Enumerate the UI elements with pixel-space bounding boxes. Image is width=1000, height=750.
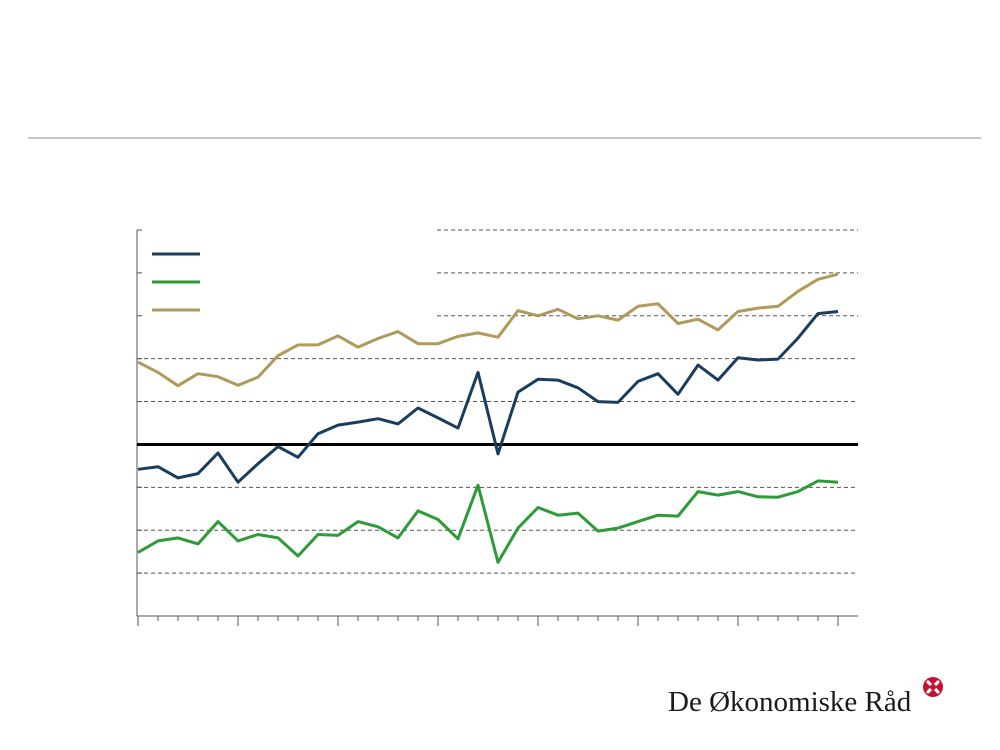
series-line-2 xyxy=(137,479,839,564)
header-divider xyxy=(28,137,981,139)
brand-logo-text: De Økonomiske Råd xyxy=(668,686,912,718)
series-line-3 xyxy=(137,272,839,388)
brand-logo-icon xyxy=(923,677,943,697)
series-line-1 xyxy=(137,310,839,484)
